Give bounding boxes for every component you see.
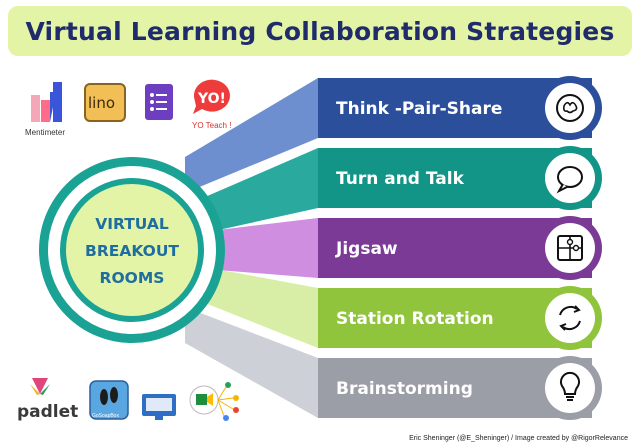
center-line-1: VIRTUAL: [95, 215, 169, 233]
lino-label: lino: [88, 94, 115, 112]
center-circle: VIRTUAL BREAKOUT ROOMS: [39, 157, 225, 343]
strategy-label: Think -Pair-Share: [336, 99, 502, 119]
center-line-3: ROOMS: [100, 269, 165, 287]
lino-logo: lino: [84, 83, 126, 122]
strategy-label: Brainstorming: [336, 379, 473, 399]
strategy-label: Jigsaw: [335, 239, 398, 259]
gosoapbox-logo: GoSoapBox: [89, 380, 129, 420]
page-title: Virtual Learning Collaboration Strategie…: [25, 16, 615, 46]
strategy-label: Station Rotation: [336, 309, 494, 329]
strategy-row: Jigsaw: [318, 216, 602, 280]
strategy-row: Station Rotation: [318, 286, 602, 350]
rotation-arrows-icon: [559, 305, 581, 331]
credit-text: Eric Sheninger (@E_Sheninger) / Image cr…: [409, 435, 628, 442]
center-line-2: BREAKOUT: [85, 242, 179, 260]
mentimeter-label: Mentimeter: [25, 128, 65, 137]
fan-connectors: [185, 78, 318, 418]
google-meet-share-icon: [189, 382, 239, 421]
fan-connector: [205, 148, 318, 233]
speech-bubble-icon: [556, 166, 583, 194]
title-banner: Virtual Learning Collaboration Strategie…: [8, 6, 632, 56]
strategy-row: Brainstorming: [318, 356, 602, 420]
fan-connector: [218, 218, 318, 278]
mentimeter-logo: Mentimeter: [25, 82, 65, 137]
fan-connector: [205, 267, 318, 348]
strategy-label: Turn and Talk: [336, 169, 465, 189]
strategy-row: Think -Pair-Share: [318, 76, 602, 140]
fan-connector: [185, 78, 318, 193]
yo-teach-caption: YO Teach !: [192, 121, 231, 130]
yo-teach-logo: YO! YO Teach !: [192, 79, 231, 130]
padlet-logo: padlet: [17, 378, 78, 422]
strategy-row: Turn and Talk: [318, 146, 602, 210]
padlet-label: padlet: [17, 402, 78, 422]
lightbulb-icon: [560, 371, 580, 401]
strategy-rows: Think -Pair-Share Turn and Talk Jigsaw S…: [318, 76, 602, 420]
puzzle-icon: [557, 235, 583, 261]
yo-label: YO!: [197, 91, 226, 107]
google-forms-icon: [145, 84, 173, 120]
gosoapbox-label: GoSoapBox: [92, 413, 119, 419]
classroom-screen-icon: [142, 394, 176, 420]
brain-icon: [556, 94, 584, 122]
fan-connector: [185, 307, 318, 418]
